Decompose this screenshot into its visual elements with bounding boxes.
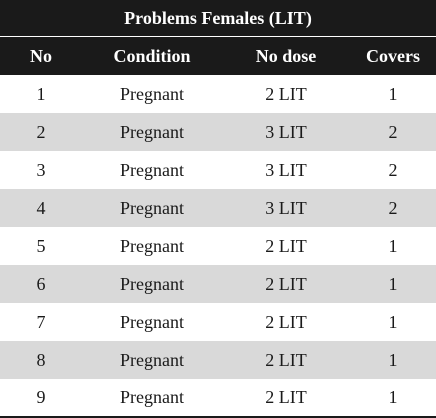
table-title: Problems Females (LIT) <box>0 0 436 37</box>
cell-no: 2 <box>36 121 46 142</box>
cell-condition: Pregnant <box>120 349 184 370</box>
cell-condition: Pregnant <box>120 235 184 256</box>
cell-condition: Pregnant <box>120 83 184 104</box>
cell-covers: 2 <box>388 197 398 218</box>
cell-no: 7 <box>36 311 46 332</box>
cell-condition: Pregnant <box>120 311 184 332</box>
cell-condition: Pregnant <box>120 159 184 180</box>
cell-no: 9 <box>36 387 46 407</box>
cell-covers: 1 <box>388 387 398 407</box>
cell-covers: 2 <box>388 121 398 142</box>
cell-no-dose: 3 LIT <box>265 197 307 218</box>
table-row: 9 Pregnant 2 LIT 1 <box>0 379 436 417</box>
cell-no-dose: 2 LIT <box>265 387 307 407</box>
cell-condition: Pregnant <box>120 387 184 407</box>
column-header-no: No <box>30 45 52 66</box>
cell-covers: 2 <box>388 159 398 180</box>
cell-condition: Pregnant <box>120 197 184 218</box>
cell-no: 6 <box>36 273 46 294</box>
cell-no: 3 <box>36 159 46 180</box>
cell-no: 4 <box>36 197 46 218</box>
data-table: No Condition No dose Covers 1 Pregnant 2… <box>0 37 436 418</box>
cell-covers: 1 <box>388 349 398 370</box>
column-header-covers: Covers <box>366 45 420 66</box>
cell-no: 5 <box>36 235 46 256</box>
column-header-condition: Condition <box>113 45 191 66</box>
table-header-row: No Condition No dose Covers <box>0 37 436 75</box>
cell-covers: 1 <box>388 235 398 256</box>
cell-covers: 1 <box>388 273 398 294</box>
cell-no-dose: 2 LIT <box>265 311 307 332</box>
table-row: 7 Pregnant 2 LIT 1 <box>0 303 436 341</box>
cell-no-dose: 3 LIT <box>265 159 307 180</box>
table-row: 8 Pregnant 2 LIT 1 <box>0 341 436 379</box>
table-row: 2 Pregnant 3 LIT 2 <box>0 113 436 151</box>
cell-condition: Pregnant <box>120 121 184 142</box>
table-row: 6 Pregnant 2 LIT 1 <box>0 265 436 303</box>
cell-no-dose: 2 LIT <box>265 235 307 256</box>
cell-no-dose: 2 LIT <box>265 83 307 104</box>
cell-no: 8 <box>36 349 46 370</box>
column-header-no-dose: No dose <box>255 45 317 66</box>
table-row: 5 Pregnant 2 LIT 1 <box>0 227 436 265</box>
cell-condition: Pregnant <box>120 273 184 294</box>
cell-no-dose: 2 LIT <box>265 349 307 370</box>
table-row: 3 Pregnant 3 LIT 2 <box>0 151 436 189</box>
table-row: 1 Pregnant 2 LIT 1 <box>0 75 436 113</box>
cell-no-dose: 2 LIT <box>265 273 307 294</box>
cell-no: 1 <box>36 83 46 104</box>
cell-covers: 1 <box>388 311 398 332</box>
cell-no-dose: 3 LIT <box>265 121 307 142</box>
table-row: 4 Pregnant 3 LIT 2 <box>0 189 436 227</box>
cell-covers: 1 <box>388 83 398 104</box>
